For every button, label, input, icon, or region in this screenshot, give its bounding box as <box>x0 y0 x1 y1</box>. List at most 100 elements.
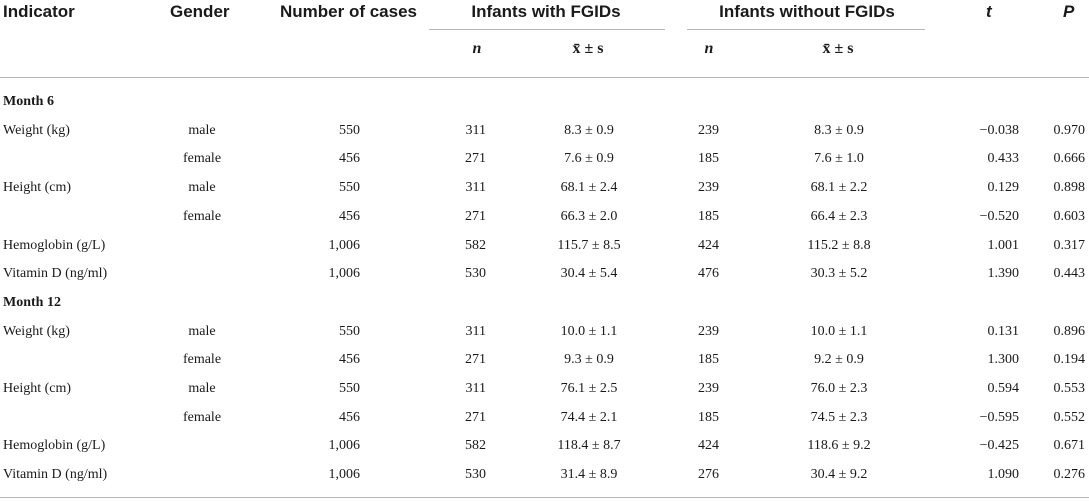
cell-mean-without: 7.6 ± 1.0 <box>814 151 864 167</box>
cell-p: 0.317 <box>1053 237 1086 253</box>
subheader-n-without: n <box>704 40 714 57</box>
cell-n-with: 311 <box>465 381 486 396</box>
group-underline-without <box>687 29 925 30</box>
cell-t: −0.425 <box>979 438 1019 454</box>
cell-indicator: Hemoglobin (g/L) <box>3 438 106 454</box>
section-title: Month 12 <box>3 294 61 310</box>
cell-n-without: 239 <box>698 323 719 339</box>
cell-mean-without: 115.2 ± 8.8 <box>807 237 871 253</box>
cell-n-without: 185 <box>698 208 719 224</box>
cell-cases: 550 <box>339 122 360 138</box>
cell-n-without: 239 <box>698 122 719 138</box>
cell-t: 0.433 <box>987 151 1020 167</box>
cell-n-with: 311 <box>465 122 486 138</box>
header-cases: Number of cases <box>280 2 417 21</box>
section-title: Month 6 <box>3 94 54 109</box>
cell-indicator: Height (cm) <box>3 381 72 396</box>
cell-cases: 456 <box>339 409 360 425</box>
cell-indicator: Hemoglobin (g/L) <box>3 237 106 253</box>
cell-p: 0.671 <box>1053 438 1086 454</box>
cell-mean-without: 76.0 ± 2.3 <box>810 381 868 396</box>
header-with-fgids: Infants with FGIDs <box>471 2 621 21</box>
cell-mean-without: 9.2 ± 0.9 <box>814 352 864 368</box>
cell-mean-without: 10.0 ± 1.1 <box>810 323 868 339</box>
cell-mean-without: 66.4 ± 2.3 <box>810 208 868 224</box>
subheader-n-with: n <box>472 40 482 57</box>
cell-n-with: 271 <box>465 409 486 425</box>
cell-n-with: 530 <box>465 266 486 282</box>
cell-n-with: 271 <box>465 151 486 167</box>
cell-n-without: 424 <box>698 237 719 253</box>
cell-n-without: 185 <box>698 352 719 368</box>
cell-mean-with: 30.4 ± 5.4 <box>560 266 618 282</box>
cell-n-without: 185 <box>698 151 719 167</box>
cell-p: 0.194 <box>1053 352 1086 368</box>
cell-cases: 456 <box>339 352 360 368</box>
cell-t: 1.001 <box>987 237 1020 253</box>
cell-cases: 1,006 <box>328 467 361 483</box>
cell-mean-with: 66.3 ± 2.0 <box>560 208 618 224</box>
header-p: P <box>1063 2 1075 21</box>
cell-mean-with: 10.0 ± 1.1 <box>560 323 618 339</box>
cell-n-with: 311 <box>465 180 486 196</box>
cell-t: 0.131 <box>987 323 1020 339</box>
cell-cases: 456 <box>339 151 360 167</box>
cell-mean-with: 8.3 ± 0.9 <box>564 122 614 138</box>
cell-indicator: Weight (kg) <box>3 323 70 339</box>
cell-gender: female <box>182 409 222 425</box>
cell-indicator: Vitamin D (ng/ml) <box>3 467 108 483</box>
cell-n-without: 239 <box>698 180 719 196</box>
cell-gender: female <box>182 208 222 224</box>
cell-cases: 550 <box>339 180 360 196</box>
cell-cases: 456 <box>339 208 360 224</box>
cell-t: 1.090 <box>987 467 1020 483</box>
cell-p: 0.898 <box>1053 180 1086 196</box>
cell-p: 0.276 <box>1053 467 1086 483</box>
cell-mean-without: 30.4 ± 9.2 <box>810 467 868 483</box>
cell-p: 0.970 <box>1053 122 1086 138</box>
cell-t: 0.594 <box>987 381 1020 396</box>
cell-p: 0.553 <box>1053 381 1086 396</box>
cell-n-with: 271 <box>465 208 486 224</box>
cell-cases: 550 <box>339 381 360 396</box>
cell-mean-with: 76.1 ± 2.5 <box>560 381 618 396</box>
group-underline-with <box>429 29 665 30</box>
cell-n-without: 185 <box>698 409 719 425</box>
cell-indicator: Weight (kg) <box>3 122 70 138</box>
cell-mean-with: 31.4 ± 8.9 <box>560 467 618 483</box>
cell-n-with: 311 <box>465 323 486 339</box>
cell-t: 1.300 <box>987 352 1020 368</box>
header-t: t <box>986 2 992 21</box>
cell-mean-with: 68.1 ± 2.4 <box>560 180 618 196</box>
cell-mean-without: 118.6 ± 9.2 <box>807 438 871 454</box>
cell-p: 0.443 <box>1053 266 1086 282</box>
bottom-rule <box>0 497 1089 498</box>
cell-gender: female <box>182 151 222 167</box>
cell-cases: 1,006 <box>328 266 361 282</box>
cell-n-with: 530 <box>465 467 486 483</box>
cell-p: 0.603 <box>1053 208 1086 224</box>
header-rule <box>0 77 1089 78</box>
cell-t: −0.520 <box>979 208 1019 224</box>
cell-p: 0.896 <box>1053 323 1086 339</box>
cell-mean-without: 30.3 ± 5.2 <box>810 266 868 282</box>
cell-n-with: 582 <box>465 237 486 253</box>
cell-gender: male <box>188 180 216 196</box>
cell-n-without: 476 <box>698 266 719 282</box>
cell-t: −0.038 <box>979 122 1019 138</box>
cell-gender: male <box>188 122 216 138</box>
cell-n-without: 276 <box>698 467 719 483</box>
cell-cases: 550 <box>339 323 360 339</box>
cell-mean-without: 74.5 ± 2.3 <box>810 409 868 425</box>
cell-mean-without: 68.1 ± 2.2 <box>810 180 868 196</box>
cell-t: 1.390 <box>987 266 1020 282</box>
cell-mean-with: 115.7 ± 8.5 <box>557 237 621 253</box>
cell-gender: male <box>188 381 216 396</box>
cell-indicator: Vitamin D (ng/ml) <box>3 266 108 282</box>
header-gender: Gender <box>170 2 230 21</box>
cell-t: 0.129 <box>987 180 1020 196</box>
cell-cases: 1,006 <box>328 237 361 253</box>
cell-t: −0.595 <box>979 409 1019 425</box>
cell-gender: female <box>182 352 222 368</box>
